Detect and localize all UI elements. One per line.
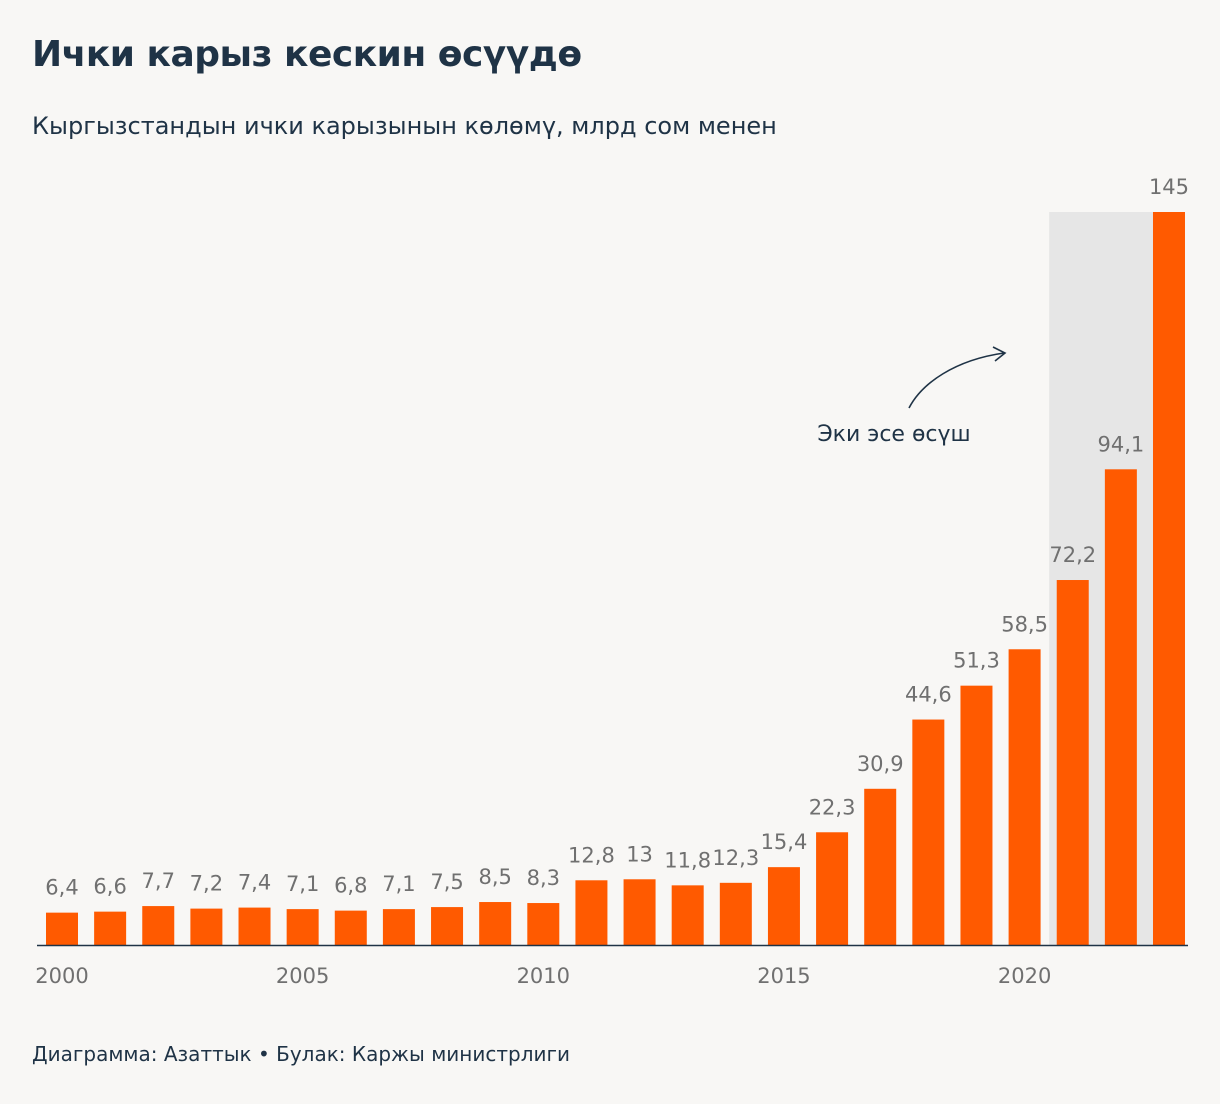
value-label-2001: 6,6: [93, 875, 126, 899]
x-tick-label-2020: 2020: [998, 964, 1051, 988]
bar-2009: [479, 902, 512, 945]
bar-2019: [960, 685, 993, 945]
bar-2011: [575, 880, 608, 945]
value-label-2008: 7,5: [430, 870, 463, 894]
chart-subtitle: Кыргызстандын ички карызынын көлөмү, млр…: [32, 112, 777, 140]
bar-2017: [864, 788, 897, 945]
source-footer: Диаграмма: Азаттык • Булак: Каржы минист…: [32, 1042, 570, 1066]
value-label-2019: 51,3: [953, 649, 1000, 673]
value-label-2023: 145: [1149, 175, 1189, 199]
bar-2004: [238, 907, 271, 945]
value-label-2020: 58,5: [1001, 612, 1048, 636]
value-label-2012: 13: [626, 842, 653, 866]
bar-2018: [912, 719, 945, 945]
value-label-2007: 7,1: [382, 872, 415, 896]
bar-2010: [527, 903, 560, 945]
chart-title: Ички карыз кескин өсүүдө: [32, 34, 582, 75]
value-label-2013: 11,8: [664, 848, 711, 872]
annotation-arrow-line: [908, 352, 1005, 409]
bar-2003: [190, 908, 223, 945]
bar-2001: [94, 911, 127, 945]
value-labels-layer: 6,4 6,6 7,7 7,2 7,4 7,1 6,8 7,1 7,5 8,5 8,3 12,8 13 1…: [45, 175, 1189, 900]
bar-2020: [1008, 649, 1041, 945]
x-tick-label-2015: 2015: [757, 964, 810, 988]
x-tick-label-2010: 2010: [517, 964, 570, 988]
bar-2016: [816, 832, 849, 945]
bar-2007: [382, 909, 415, 945]
value-label-2016: 22,3: [809, 795, 856, 819]
value-label-2000: 6,4: [45, 876, 78, 900]
bar-2022: [1104, 469, 1137, 945]
bar-2014: [719, 882, 752, 945]
bars-layer: [46, 212, 1185, 945]
bar-2000: [46, 912, 78, 945]
bar-2015: [767, 867, 800, 945]
x-tick-label-2000: 2000: [35, 964, 88, 988]
bar-2002: [142, 906, 175, 945]
value-label-2018: 44,6: [905, 683, 952, 707]
value-label-2010: 8,3: [527, 866, 560, 890]
value-label-2015: 15,4: [761, 830, 808, 854]
value-label-2002: 7,7: [142, 869, 175, 893]
x-tick-label-2005: 2005: [276, 964, 329, 988]
bar-2013: [671, 885, 704, 945]
value-label-2004: 7,4: [238, 871, 271, 895]
value-label-2009: 8,5: [478, 865, 511, 889]
value-label-2017: 30,9: [857, 752, 904, 776]
value-label-2011: 12,8: [568, 843, 615, 867]
annotation-arrow-head: [992, 346, 1007, 362]
value-label-2005: 7,1: [286, 872, 319, 896]
bar-2021: [1056, 580, 1089, 945]
value-label-2006: 6,8: [334, 874, 367, 898]
value-label-2003: 7,2: [190, 872, 223, 896]
bar-2023: [1152, 212, 1185, 945]
value-label-2014: 12,3: [712, 846, 759, 870]
annotation: Эки эсе өсүш: [817, 346, 1007, 447]
value-label-2022: 94,1: [1097, 432, 1144, 456]
bar-2008: [431, 907, 464, 945]
bar-2005: [286, 909, 319, 945]
value-label-2021: 72,2: [1049, 543, 1096, 567]
annotation-text: Эки эсе өсүш: [817, 422, 970, 447]
bar-2006: [334, 910, 367, 945]
bar-2012: [623, 879, 656, 945]
x-axis: 2000 2005 2010 2015 2020: [35, 944, 1188, 988]
